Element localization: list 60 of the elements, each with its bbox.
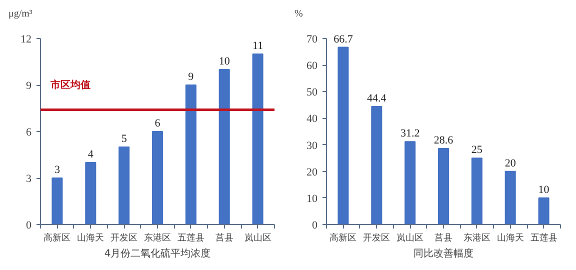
x-tick-label: 高新区 (44, 232, 71, 244)
data-label: 11 (252, 40, 264, 52)
data-label: 5 (121, 133, 128, 146)
data-label: 20 (504, 157, 516, 170)
data-label: 66.7 (334, 33, 354, 46)
y-axis-title: % (294, 8, 303, 20)
x-tick-label: 五莲县 (530, 232, 558, 244)
x-tick-label: 莒县 (215, 232, 234, 244)
data-label: 44.4 (367, 92, 387, 105)
bar (404, 141, 416, 224)
y-tick-label: 50 (306, 86, 318, 99)
x-tick-label: 东港区 (144, 232, 171, 244)
x-tick-label: 五莲县 (177, 232, 204, 244)
bar (218, 69, 230, 224)
bar (438, 148, 450, 224)
bar (371, 106, 382, 224)
x-tick-label: 开发区 (110, 232, 138, 244)
bar (118, 146, 130, 224)
data-label: 4 (88, 148, 94, 161)
data-label: 25 (471, 144, 483, 156)
y-tick-label: 40 (306, 113, 318, 126)
data-label: 10 (218, 56, 230, 68)
x-tick-label: 莒县 (434, 232, 452, 244)
x-tick-label: 东港区 (463, 232, 490, 244)
bar (538, 197, 550, 224)
y-tick-label: 10 (306, 192, 318, 205)
data-label: 6 (154, 118, 161, 130)
y-tick-label: 9 (26, 80, 32, 92)
bar (252, 54, 264, 224)
data-label: 10 (538, 184, 550, 196)
y-tick-label: 30 (306, 140, 318, 152)
bar (471, 158, 482, 224)
y-tick-label: 70 (306, 34, 318, 46)
y-tick-label: 6 (26, 126, 32, 139)
y-tick-label: 0 (312, 220, 318, 232)
x-tick-label: 山海天 (496, 232, 524, 244)
y-tick-label: 0 (26, 220, 32, 232)
ref-line-label: 市区均值 (50, 79, 91, 92)
x-tick-label: 岚山区 (396, 232, 424, 244)
y-tick-label: 20 (306, 166, 318, 178)
data-label: 9 (188, 71, 194, 84)
y-tick-label: 3 (26, 173, 32, 186)
bar (152, 131, 164, 224)
bar (504, 170, 516, 224)
x-axis-title: 同比改善幅度 (414, 248, 474, 260)
bar (52, 178, 63, 224)
data-label: 3 (54, 164, 60, 176)
data-label: 31.2 (400, 128, 420, 140)
bar (85, 162, 96, 224)
y-tick-label: 12 (20, 34, 32, 46)
x-tick-label: 开发区 (363, 232, 390, 244)
bar (338, 46, 349, 224)
y-tick-label: 60 (306, 60, 318, 72)
x-axis-title: 4月份二氧化硫平均浓度 (104, 248, 211, 260)
x-tick-label: 岚山区 (244, 232, 272, 244)
data-label: 28.6 (434, 134, 454, 147)
bar (185, 84, 196, 224)
y-axis-title: μg/m³ (8, 8, 32, 20)
x-tick-label: 高新区 (330, 232, 357, 244)
x-tick-label: 山海天 (77, 232, 104, 244)
